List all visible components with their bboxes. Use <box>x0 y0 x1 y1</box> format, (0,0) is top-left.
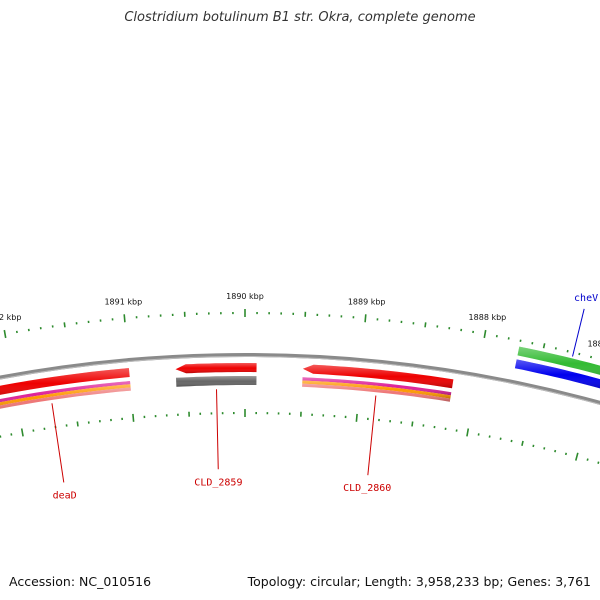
outer-scale-tick <box>424 322 427 328</box>
gene-track-shading <box>517 346 600 375</box>
gene-track-shading <box>0 368 130 395</box>
gene-track-shading <box>0 381 131 403</box>
outer-scale-tick <box>63 322 66 328</box>
scale-tick-label: 1887 kbp <box>587 340 600 349</box>
outer-scale-tick <box>542 343 546 349</box>
gene-track-shading <box>302 380 451 399</box>
gene-leader-line <box>367 395 377 476</box>
inner-scale-tick <box>554 449 557 453</box>
gene-feature[interactable] <box>0 368 131 414</box>
gene-feature-layer <box>0 346 600 414</box>
inner-scale-tick <box>597 461 600 464</box>
inner-scale-tick <box>132 413 135 422</box>
inner-scale-tick <box>466 428 470 437</box>
gene-feature[interactable] <box>302 364 454 402</box>
gene-label[interactable]: CLD_2860 <box>343 483 391 494</box>
inner-scale-tick <box>586 458 589 461</box>
scale-tick-label: 1889 kbp <box>348 297 386 306</box>
gene-leader-line <box>51 403 65 483</box>
gene-feature[interactable] <box>175 363 257 387</box>
gene-track-shading <box>302 377 452 396</box>
inner-scale-tick <box>564 452 568 456</box>
gene-track-shading <box>302 364 454 389</box>
genome-backbone-highlight <box>0 355 600 405</box>
inner-scale-tick <box>411 421 414 427</box>
genome-backbone <box>0 353 600 406</box>
gene-label[interactable]: cheV <box>574 293 598 304</box>
backbone-layer <box>0 353 600 406</box>
scale-tick-label: 1892 kbp <box>0 313 21 322</box>
outer-scale-tick <box>364 314 367 323</box>
gene-track-shading <box>0 387 131 409</box>
accession-text: Accession: NC_010516 <box>9 574 152 589</box>
gene-track-shading <box>0 384 131 406</box>
outer-scale-tick <box>3 329 7 339</box>
inner-scale-tick <box>521 440 524 447</box>
genome-summary-text: Topology: circular; Length: 3,958,233 bp… <box>247 574 591 589</box>
scale-tick-label: 1891 kbp <box>104 297 142 306</box>
gene-track-shading <box>302 383 451 402</box>
outer-scale-tick <box>566 349 569 353</box>
scale-tick-label: 1890 kbp <box>226 292 264 301</box>
outer-scale-tick <box>123 314 126 323</box>
inner-scale-tick <box>76 421 79 427</box>
scale-tick-label: 1888 kbp <box>469 313 507 322</box>
gene-label[interactable]: CLD_2859 <box>194 477 242 488</box>
gene-track-shading <box>514 359 600 389</box>
gene-leader-line <box>216 389 219 470</box>
map-title: Clostridium botulinum B1 str. Okra, comp… <box>124 10 476 25</box>
gene-leader-line <box>572 308 585 357</box>
gene-track-shading <box>175 363 257 374</box>
gene-track-shading <box>176 376 257 387</box>
gene-feature[interactable] <box>514 346 600 391</box>
gene-label[interactable]: deaD <box>53 490 77 501</box>
outer-scale-tick <box>483 329 487 339</box>
inner-scale-tick <box>574 452 579 461</box>
outer-scale-tick <box>578 352 581 356</box>
inner-scale-tick <box>20 428 24 437</box>
inner-scale-tick <box>543 447 546 450</box>
inner-scale-tick <box>355 413 358 422</box>
outer-scale-tick <box>589 355 593 359</box>
